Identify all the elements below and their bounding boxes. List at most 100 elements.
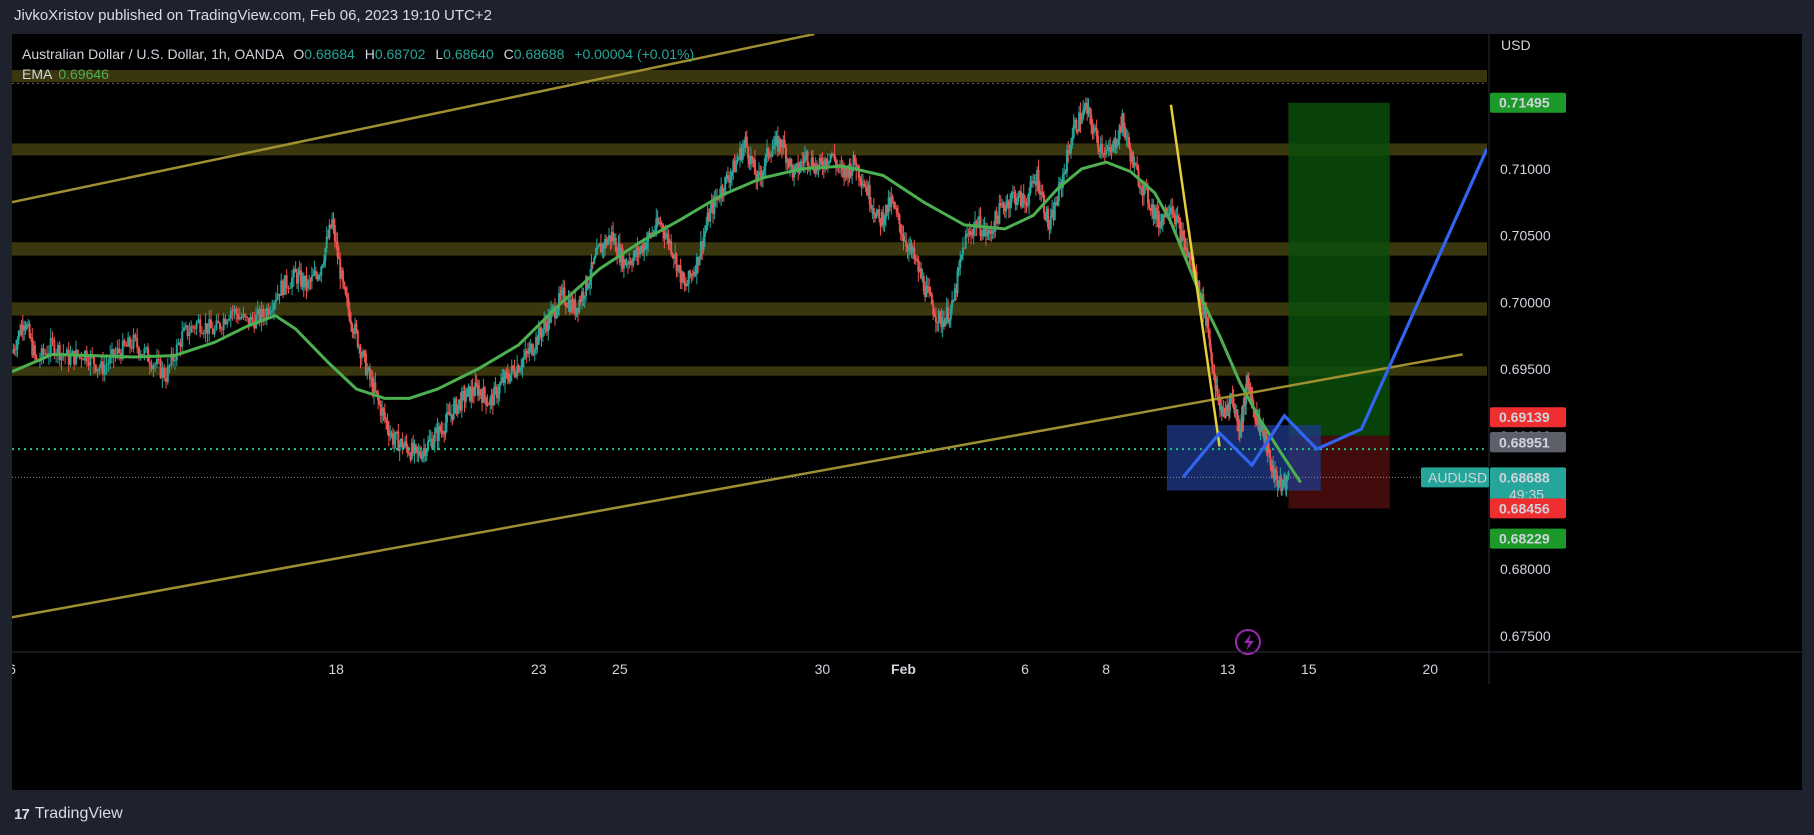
price-tag[interactable] (1490, 498, 1566, 519)
candle-body (549, 310, 552, 323)
candle-body (128, 337, 131, 347)
channel-trendline[interactable] (12, 34, 815, 204)
symbol-description[interactable]: Australian Dollar / U.S. Dollar, 1h, OAN… (22, 46, 284, 62)
candle-body (118, 348, 121, 353)
ema-label[interactable]: EMA (22, 66, 53, 82)
candle-body (1025, 202, 1028, 206)
price-tag[interactable] (1490, 407, 1566, 428)
candle-body (556, 309, 559, 316)
sr-zone[interactable] (12, 70, 1487, 83)
candle-body (855, 163, 858, 171)
candle-body (849, 163, 852, 176)
projection-path[interactable] (1181, 148, 1487, 479)
candle-body (141, 354, 144, 356)
candle-body (1002, 203, 1005, 208)
down-trend-arrow[interactable] (1169, 104, 1221, 447)
price-tag[interactable] (1490, 92, 1566, 113)
candle-body (294, 268, 297, 273)
price-tag[interactable] (1490, 528, 1566, 549)
price-tag[interactable] (1490, 432, 1566, 453)
candle-body (320, 266, 323, 276)
candle-body (544, 321, 547, 325)
tradingview-brand[interactable]: TradingView (34, 805, 123, 822)
candle-body (953, 288, 956, 301)
candle-body (736, 159, 739, 163)
candle-body (553, 306, 556, 319)
candle-body (670, 241, 673, 254)
sr-zone[interactable] (12, 302, 1487, 316)
candles[interactable] (12, 97, 1290, 497)
candle-body (1040, 192, 1043, 195)
candle-body (472, 394, 475, 396)
candle-body (1019, 191, 1022, 207)
channel-trendline[interactable] (12, 353, 1463, 619)
candle-body (517, 365, 520, 372)
candle-body (734, 162, 737, 173)
candle-body (463, 391, 466, 402)
target-zone[interactable] (1288, 102, 1390, 436)
candle-body (1057, 183, 1060, 202)
candle-body (890, 196, 893, 208)
candle-body (928, 287, 931, 293)
candle-body (1091, 125, 1094, 134)
candle-body (271, 310, 274, 312)
price-tag[interactable] (1490, 467, 1566, 506)
candle-body (516, 365, 519, 377)
tradingview-logo-icon[interactable]: 17 (14, 805, 30, 823)
candle-body (325, 236, 328, 248)
candle-body (467, 386, 470, 389)
candle-body (903, 240, 906, 242)
candle-body (778, 138, 781, 152)
candle-body (425, 450, 428, 457)
price-chart[interactable]: USD0.710000.705000.700000.695000.690000.… (12, 34, 1802, 790)
high-value: 0.68702 (374, 46, 426, 62)
lightning-icon[interactable] (1234, 629, 1261, 655)
time-tick-label: 6 (12, 661, 16, 677)
candle-body (137, 347, 140, 356)
candle-body (350, 320, 353, 325)
candle-body (17, 330, 20, 340)
candle-body (740, 147, 743, 160)
candle-body (260, 308, 263, 323)
candle-body (703, 231, 706, 237)
candle-body (776, 136, 779, 152)
candle-body (847, 170, 850, 178)
candle-body (628, 260, 631, 265)
candle-body (143, 348, 146, 355)
candle-body (548, 314, 551, 323)
candle-body (633, 250, 636, 257)
candle-body (110, 349, 113, 355)
candle-body (726, 175, 729, 180)
sr-zone[interactable] (12, 366, 1487, 376)
candle-body (449, 414, 452, 416)
candle-body (945, 307, 948, 319)
candle-body (891, 196, 894, 202)
candle-body (231, 310, 234, 312)
ema-line[interactable] (12, 160, 1302, 484)
candle-body (513, 368, 516, 376)
candle-body (884, 204, 887, 219)
candle-body (1032, 180, 1035, 184)
candle-body (601, 244, 604, 253)
candle-body (914, 258, 917, 260)
candle-body (20, 324, 23, 335)
symbol-tag[interactable] (1421, 467, 1489, 488)
candle-body (92, 356, 95, 365)
candle-body (843, 169, 846, 178)
candle-body (101, 361, 104, 375)
sr-zone[interactable] (12, 242, 1487, 256)
candle-body (741, 148, 744, 160)
candle-body (215, 320, 218, 330)
candle-body (901, 233, 904, 236)
candle-body (1168, 213, 1171, 215)
candle-body (579, 299, 582, 302)
candle-body (972, 227, 975, 236)
candle-body (1220, 405, 1223, 416)
candle-body (757, 171, 760, 174)
time-tick-label: Feb (891, 661, 916, 677)
chart-frame[interactable]: USD0.710000.705000.700000.695000.690000.… (12, 34, 1802, 790)
candle-body (431, 438, 434, 449)
candle-body (121, 340, 124, 360)
sr-zone[interactable] (12, 143, 1487, 156)
candle-body (851, 169, 854, 176)
